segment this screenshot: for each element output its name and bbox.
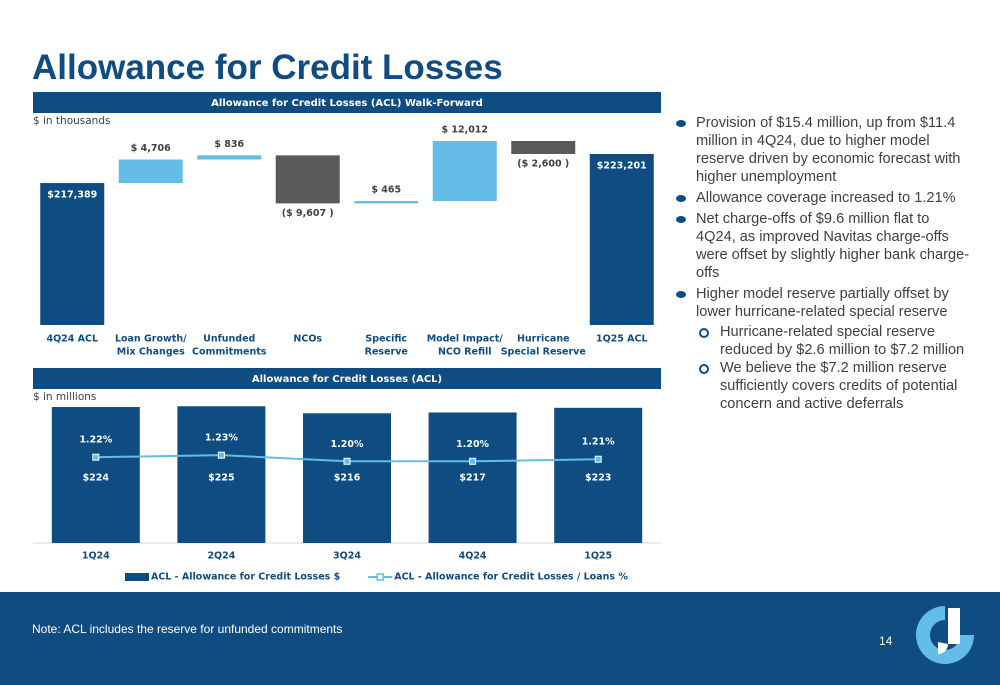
bullet-text: Allowance coverage increased to 1.21% <box>696 190 956 206</box>
line-marker <box>469 457 477 465</box>
value-label: 1.22% <box>79 435 112 446</box>
bullet-text: Provision of $15.4 million, up from $11.… <box>696 115 961 185</box>
x-tick-label: Reserve <box>365 347 408 358</box>
bullet: Provision of $15.4 million, up from $11.… <box>676 114 972 186</box>
logo-bar <box>948 608 960 644</box>
page-number: 14 <box>879 634 893 648</box>
waterfall-bar <box>589 153 654 325</box>
legend-label: ACL - Allowance for Credit Losses / Loan… <box>394 572 628 583</box>
value-label: $217,389 <box>47 190 97 201</box>
x-tick-label: Mix Changes <box>117 347 185 358</box>
waterfall-bar <box>40 183 105 325</box>
bullet: Allowance coverage increased to 1.21% <box>676 189 972 207</box>
line-marker <box>217 451 225 459</box>
footer: Note: ACL includes the reserve for unfun… <box>0 592 1000 685</box>
logo-arc <box>916 606 974 664</box>
slide-title: Allowance for Credit Losses <box>32 48 503 87</box>
x-tick-label: 2Q24 <box>207 551 235 562</box>
chart-title: Allowance for Credit Losses (ACL) Walk-F… <box>211 98 483 109</box>
value-label: $216 <box>334 473 361 484</box>
x-tick-label: 3Q24 <box>333 551 361 562</box>
value-label: $ 12,012 <box>441 124 488 135</box>
value-label: $ 4,706 <box>131 143 171 154</box>
sub-bullet: Hurricane-related special reserve reduce… <box>696 323 972 359</box>
x-tick-label: 4Q24 <box>459 551 487 562</box>
footnote: Note: ACL includes the reserve for unfun… <box>32 622 343 636</box>
value-label: 1.20% <box>456 439 489 450</box>
bar <box>554 407 643 543</box>
sub-bullet-list: Hurricane-related special reserve reduce… <box>696 323 972 413</box>
logo <box>916 606 974 664</box>
x-tick-label: Hurricane <box>517 334 570 345</box>
value-label: ($ 2,600 ) <box>517 158 569 169</box>
legend-swatch <box>376 573 384 581</box>
unit-note: $ in thousands <box>33 115 110 127</box>
value-label: $224 <box>83 473 110 484</box>
legend-label: ACL - Allowance for Credit Losses $ <box>151 572 340 583</box>
value-label: ($ 9,607 ) <box>282 208 334 219</box>
x-tick-label: Commitments <box>192 347 267 358</box>
waterfall-bar <box>511 140 576 154</box>
chart-title: Allowance for Credit Losses (ACL) <box>252 374 442 385</box>
x-tick-label: Model Impact/ <box>427 334 504 345</box>
value-label: $ 465 <box>371 185 401 196</box>
waterfall-bar <box>354 201 419 204</box>
charts: Allowance for Credit Losses (ACL) Walk-F… <box>33 92 661 583</box>
value-label: 1.20% <box>331 439 364 450</box>
x-tick-label: 1Q24 <box>82 551 110 562</box>
waterfall-bar <box>118 159 183 184</box>
bullet-list: Provision of $15.4 million, up from $11.… <box>676 114 972 416</box>
waterfall-bar <box>432 140 497 202</box>
value-label: $217 <box>459 473 485 484</box>
x-tick-label: 4Q24 ACL <box>46 334 98 345</box>
waterfall-bar <box>197 155 262 160</box>
line-marker <box>92 453 100 461</box>
x-tick-label: Unfunded <box>203 334 255 345</box>
bullet-text: We believe the $7.2 million reserve suff… <box>720 360 958 412</box>
bar <box>303 413 391 543</box>
bullet: Higher model reserve partially offset by… <box>676 285 972 413</box>
bar <box>177 406 266 543</box>
bullet-text: Hurricane-related special reserve reduce… <box>720 324 965 358</box>
chart-header <box>33 368 661 389</box>
x-tick-label: 1Q25 <box>584 551 612 562</box>
x-tick-label: NCO Refill <box>438 347 492 358</box>
value-label: $225 <box>208 473 234 484</box>
value-label: 1.23% <box>205 433 238 444</box>
x-tick-label: Specific <box>365 334 407 345</box>
bar <box>428 412 517 543</box>
legend-swatch <box>125 573 149 581</box>
value-label: $223 <box>585 473 611 484</box>
line-marker <box>594 455 602 463</box>
value-label: 1.21% <box>582 437 615 448</box>
x-tick-label: 1Q25 ACL <box>596 334 648 345</box>
sub-bullet: We believe the $7.2 million reserve suff… <box>696 359 972 413</box>
bar <box>51 407 140 543</box>
waterfall-bar <box>275 155 340 204</box>
value-label: $223,201 <box>597 160 647 171</box>
x-tick-label: Loan Growth/ <box>115 334 187 345</box>
bullet-text: Higher model reserve partially offset by… <box>696 286 949 320</box>
bullet: Net charge-offs of $9.6 million flat to … <box>676 210 972 282</box>
logo-hook <box>938 642 948 654</box>
line-marker <box>343 457 351 465</box>
chart-header <box>33 92 661 113</box>
bullet-text: Net charge-offs of $9.6 million flat to … <box>696 211 970 281</box>
value-label: $ 836 <box>214 139 244 150</box>
x-tick-label: NCOs <box>293 334 322 345</box>
unit-note: $ in millions <box>33 391 96 403</box>
x-tick-label: Special Reserve <box>501 347 586 358</box>
